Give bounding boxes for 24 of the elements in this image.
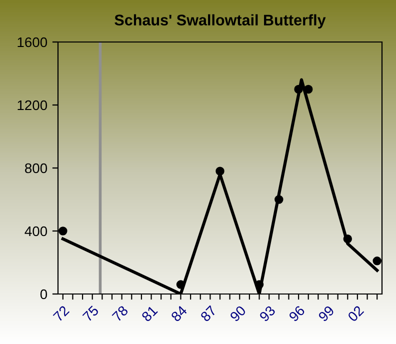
x-tick-label: 93 — [258, 305, 276, 322]
point — [274, 195, 284, 204]
y-tick-label: 400 — [24, 226, 48, 236]
y-tick-label: 1200 — [18, 100, 48, 110]
x-tick-label: 72 — [52, 305, 70, 322]
x-tick-label: 75 — [82, 305, 100, 322]
y-tick-label: 1600 — [18, 37, 48, 48]
point — [216, 166, 224, 176]
point — [58, 226, 68, 236]
x-tick-label: 84 — [170, 304, 188, 322]
point — [372, 256, 382, 266]
x-tick-label: 90 — [229, 305, 246, 322]
x-tick-label: 96 — [288, 305, 306, 322]
y-tick-label: 0 — [40, 289, 48, 300]
point — [294, 84, 303, 94]
x-tick-label: 02 — [347, 305, 364, 322]
chart-title: Schaus' Swallowtail Butterfly — [114, 14, 326, 29]
point — [343, 234, 352, 244]
point — [176, 280, 186, 289]
x-tick-label: 87 — [200, 305, 217, 322]
y-tick-label: 800 — [25, 163, 48, 174]
x-tick-label: 78 — [112, 305, 129, 322]
x-tick-label: 81 — [141, 305, 158, 322]
x-tick-label: 99 — [318, 305, 335, 322]
